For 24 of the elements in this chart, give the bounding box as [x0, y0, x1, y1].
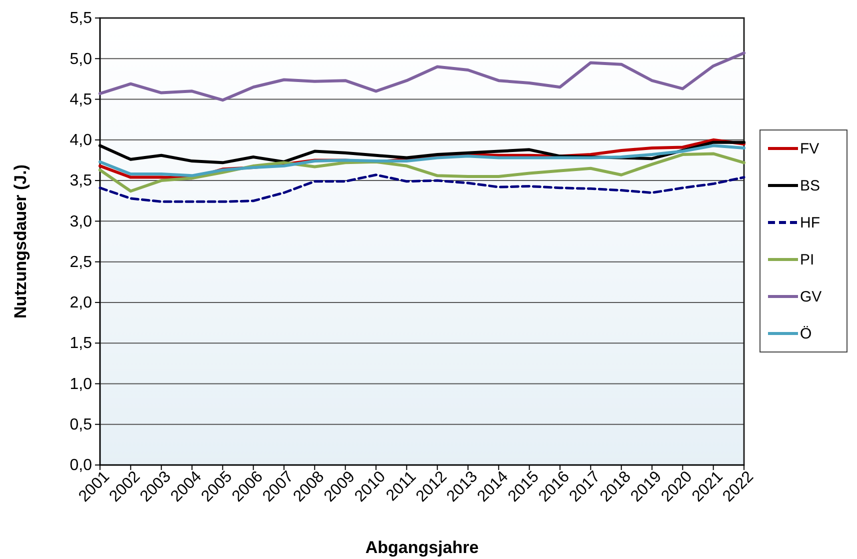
y-tick-label: 3,0: [70, 213, 92, 230]
y-tick-label: 5,0: [70, 50, 92, 68]
y-tick-label: 4,5: [70, 91, 92, 108]
legend-label: PI: [800, 252, 814, 268]
line-series: [98, 51, 746, 102]
y-tick-label: 2,0: [70, 294, 92, 312]
y-tick-label: 0,5: [70, 416, 92, 434]
legend-label: GV: [800, 288, 822, 306]
line-series: [98, 174, 746, 203]
legend-label: HF: [800, 214, 820, 232]
y-tick-label: 1,5: [70, 335, 92, 352]
y-tick-label: 4,0: [70, 132, 92, 150]
y-tick-label: 5,5: [70, 10, 92, 28]
line-series: [98, 144, 746, 178]
y-tick-label: 2,5: [70, 254, 92, 271]
y-tick-label: 3,5: [70, 172, 92, 190]
y-tick-label: 0,0: [70, 457, 92, 474]
legend-label: FV: [800, 140, 820, 158]
line-series: [98, 152, 746, 193]
y-axis-title: Nutzungsdauer (J.): [11, 164, 30, 318]
y-tick-label: 1,0: [70, 376, 92, 393]
x-axis-title: Abgangsjahre: [365, 538, 479, 557]
legend-label: Ö: [800, 326, 812, 342]
legend-label: BS: [800, 178, 820, 194]
